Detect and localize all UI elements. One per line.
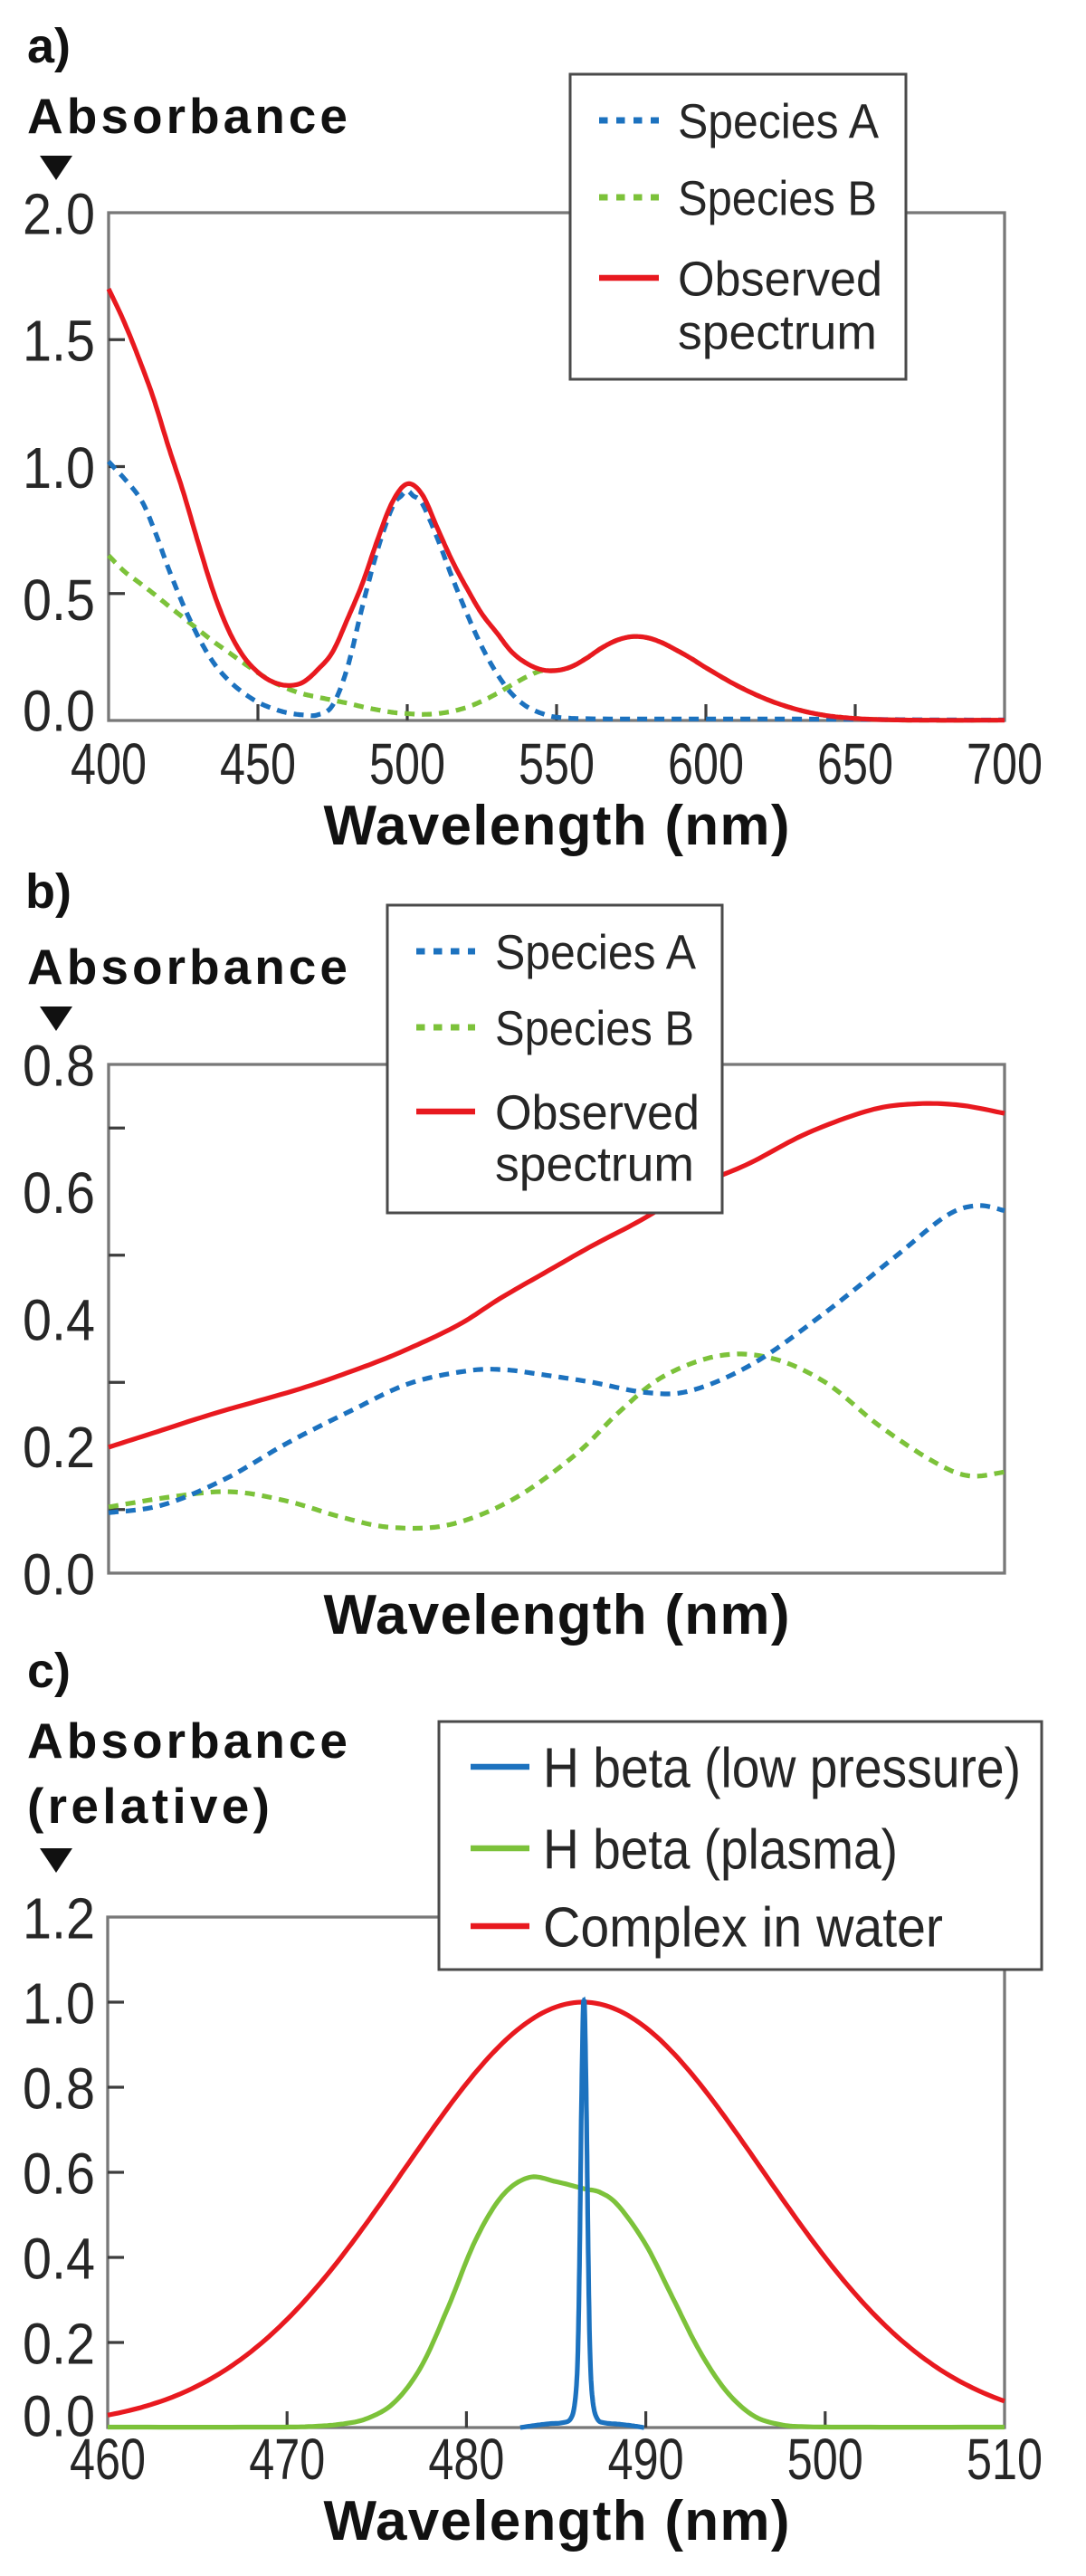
svg-text:1.5: 1.5 [23, 309, 95, 374]
svg-text:spectrum: spectrum [495, 1138, 694, 1192]
svg-text:Wavelength (nm): Wavelength (nm) [324, 1584, 790, 1646]
svg-text:0.0: 0.0 [23, 678, 95, 743]
svg-text:2.0: 2.0 [23, 181, 95, 246]
svg-text:0.4: 0.4 [23, 1287, 95, 1352]
svg-text:Species B: Species B [678, 172, 877, 226]
svg-text:600: 600 [668, 731, 744, 797]
svg-text:0.0: 0.0 [23, 1541, 95, 1607]
svg-text:0.6: 0.6 [23, 2141, 95, 2206]
svg-text:470: 470 [249, 2427, 325, 2492]
svg-text:480: 480 [428, 2427, 504, 2492]
svg-text:1.0: 1.0 [23, 435, 95, 501]
svg-text:550: 550 [519, 731, 595, 797]
svg-text:H beta (plasma): H beta (plasma) [543, 1819, 898, 1882]
svg-text:Observed: Observed [495, 1086, 700, 1140]
svg-text:460: 460 [70, 2427, 146, 2492]
svg-text:700: 700 [967, 731, 1043, 797]
svg-text:Observed: Observed [678, 253, 882, 307]
svg-text:510: 510 [967, 2427, 1043, 2492]
svg-text:Wavelength (nm): Wavelength (nm) [324, 2490, 790, 2552]
svg-text:450: 450 [220, 731, 296, 797]
svg-text:500: 500 [369, 731, 445, 797]
svg-text:0.2: 0.2 [23, 2311, 95, 2376]
svg-text:0.4: 0.4 [23, 2226, 95, 2291]
svg-text:1.2: 1.2 [23, 1885, 95, 1951]
svg-text:0.6: 0.6 [23, 1160, 95, 1226]
svg-text:Wavelength (nm): Wavelength (nm) [324, 795, 790, 857]
svg-text:0.2: 0.2 [23, 1415, 95, 1480]
svg-text:Species A: Species A [678, 95, 879, 149]
svg-text:0.0: 0.0 [23, 2383, 95, 2448]
svg-text:490: 490 [608, 2427, 684, 2492]
svg-text:500: 500 [787, 2427, 863, 2492]
svg-text:spectrum: spectrum [678, 306, 877, 360]
svg-text:400: 400 [71, 731, 147, 797]
svg-text:650: 650 [817, 731, 893, 797]
svg-text:1.0: 1.0 [23, 1970, 95, 2036]
svg-text:0.8: 0.8 [23, 1033, 95, 1098]
svg-text:H beta (low pressure): H beta (low pressure) [543, 1738, 1021, 1800]
svg-text:Complex in water: Complex in water [543, 1897, 943, 1960]
svg-text:b): b) [25, 864, 71, 919]
svg-text:Species A: Species A [495, 926, 696, 980]
svg-text:a): a) [27, 19, 71, 73]
svg-text:Species B: Species B [495, 1002, 694, 1056]
svg-text:0.8: 0.8 [23, 2056, 95, 2121]
svg-text:c): c) [27, 1644, 71, 1698]
svg-text:0.5: 0.5 [23, 568, 95, 633]
